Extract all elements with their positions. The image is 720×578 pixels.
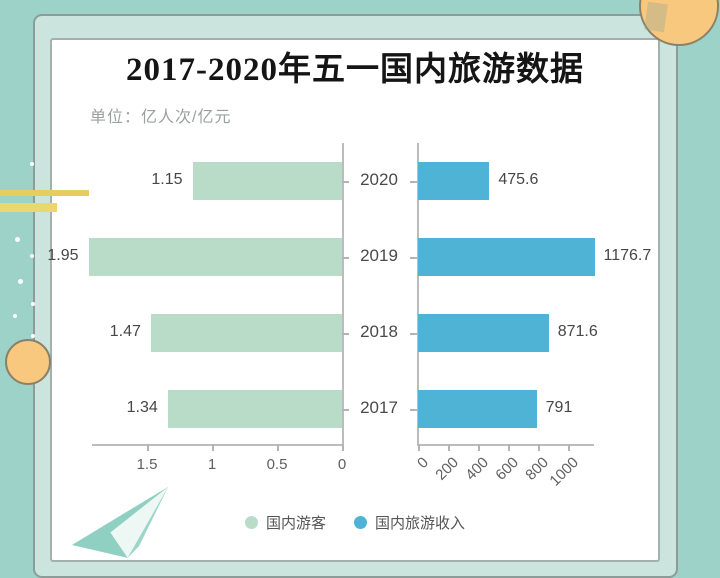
x-axis-tick xyxy=(448,444,450,451)
x-axis-tick xyxy=(147,444,149,451)
tourists-value-label: 1.47 xyxy=(109,323,141,340)
year-label: 2019 xyxy=(360,246,398,265)
unit-label: 单位：亿人次/亿元 xyxy=(90,109,232,126)
revenue-value-label: 871.6 xyxy=(557,323,598,340)
chart-legend: 国内游客 国内旅游收入 xyxy=(50,512,660,533)
x-axis-tick xyxy=(212,444,214,451)
orange-circle-decoration xyxy=(5,339,51,385)
left-plot-y-axis xyxy=(342,143,344,445)
right-plot-x-axis xyxy=(417,444,594,446)
white-dot-decoration xyxy=(18,279,23,284)
x-axis-tick-label: 1 xyxy=(207,456,217,473)
category-tick xyxy=(342,181,349,183)
x-axis-tick-label: 1.5 xyxy=(136,456,158,473)
revenue-bar xyxy=(418,238,595,276)
legend-item-revenue: 国内旅游收入 xyxy=(354,512,465,533)
yellow-stripe-decoration xyxy=(0,190,89,196)
tourists-legend-dot-icon xyxy=(244,516,258,529)
tourists-bar xyxy=(192,162,342,200)
white-dot-decoration xyxy=(13,314,17,318)
x-axis-tick xyxy=(277,444,279,451)
paper-plane-icon xyxy=(71,486,169,558)
tourists-value-label: 1.95 xyxy=(47,247,79,264)
page-title: 2017-2020年五一国内旅游数据 xyxy=(126,52,584,88)
legend-label-revenue: 国内旅游收入 xyxy=(375,515,466,532)
tourists-value-label: 1.34 xyxy=(126,399,158,416)
revenue-bar xyxy=(418,162,490,200)
revenue-value-label: 1176.7 xyxy=(603,247,652,264)
category-tick xyxy=(342,409,349,411)
tourists-value-label: 1.15 xyxy=(151,171,183,188)
year-label: 2018 xyxy=(360,322,398,341)
revenue-value-label: 791 xyxy=(545,399,573,416)
tourists-bar xyxy=(88,238,342,276)
tourists-bar xyxy=(150,314,342,352)
right-plot-y-axis xyxy=(417,143,419,445)
x-axis-tick xyxy=(538,444,540,451)
x-axis-tick xyxy=(418,444,420,451)
x-axis-tick xyxy=(508,444,510,451)
x-axis-tick-label: 0 xyxy=(337,456,347,473)
category-tick xyxy=(410,409,417,411)
category-tick xyxy=(342,257,349,259)
chart-card xyxy=(50,38,660,562)
white-dot-decoration xyxy=(15,237,20,242)
revenue-legend-dot-icon xyxy=(354,516,367,529)
circle-patch-decoration xyxy=(644,1,668,33)
diverging-bar-chart: 1.15 475.6 2020 1.95 1176.7 2019 1.47 871.6 2018… xyxy=(47,143,652,490)
category-tick xyxy=(410,257,417,259)
tourists-bar xyxy=(167,390,342,428)
white-dot-decoration xyxy=(31,302,35,306)
revenue-bar xyxy=(418,390,537,428)
x-axis-tick-label: 0.5 xyxy=(266,456,288,473)
yellow-stripe-decoration xyxy=(0,203,57,212)
legend-item-tourists: 国内游客 xyxy=(244,512,326,533)
x-axis-tick xyxy=(478,444,480,451)
white-dot-decoration xyxy=(31,334,35,338)
x-axis-tick xyxy=(342,444,344,451)
category-tick xyxy=(342,333,349,335)
revenue-bar xyxy=(418,314,549,352)
year-label: 2017 xyxy=(360,398,398,417)
white-dot-decoration xyxy=(30,254,34,258)
left-plot-x-axis xyxy=(92,444,344,446)
category-tick xyxy=(410,333,417,335)
white-dot-decoration xyxy=(30,162,34,166)
x-axis-tick xyxy=(568,444,570,451)
legend-label-tourists: 国内游客 xyxy=(265,515,326,532)
category-tick xyxy=(410,181,417,183)
revenue-value-label: 475.6 xyxy=(498,171,539,188)
year-label: 2020 xyxy=(360,170,398,189)
